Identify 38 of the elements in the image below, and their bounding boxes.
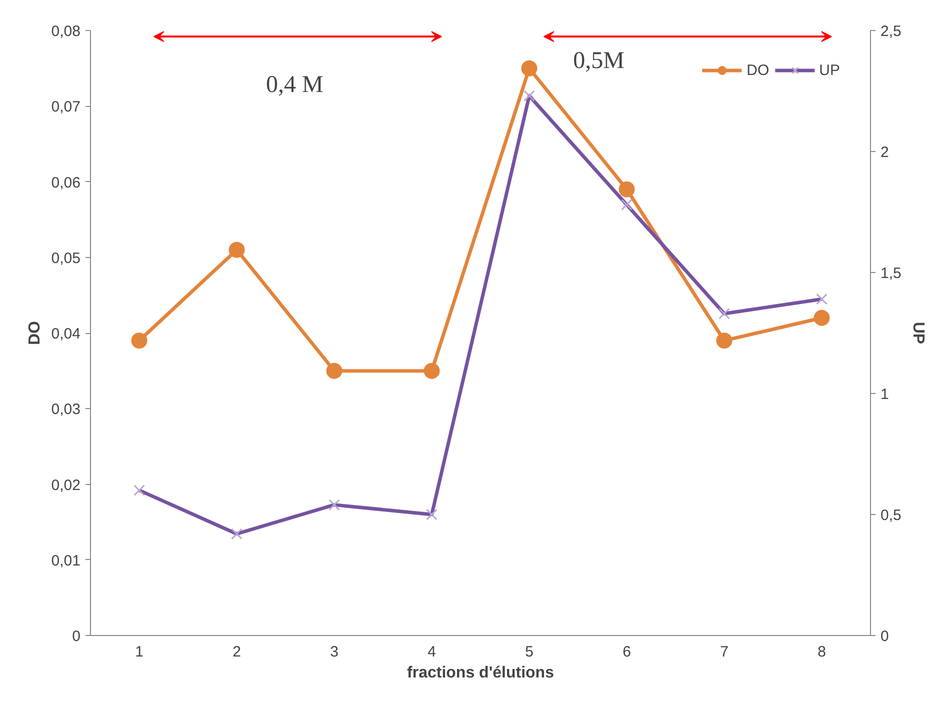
- x-tick-label: 3: [330, 644, 338, 660]
- point: [131, 332, 148, 349]
- y-tick-label: 0,08: [51, 23, 81, 40]
- y2-tick-label: 1: [880, 386, 889, 403]
- y-tick-label: 0,01: [51, 552, 81, 570]
- x-axis-title: fractions d'élutions: [407, 664, 554, 682]
- y2-tick-label: 2: [880, 144, 889, 161]
- point: [424, 362, 440, 379]
- x-tick-label: 4: [428, 644, 436, 660]
- point: [521, 60, 538, 76]
- x-tick-label: 1: [135, 644, 144, 660]
- y-tick-label: 0,05: [51, 250, 81, 267]
- y-axis-title: DO: [26, 321, 44, 345]
- y2-axis-title: UP: [909, 322, 926, 344]
- y2-tick-label: 0,5: [880, 507, 902, 524]
- y2-tick-label: 0: [880, 628, 889, 645]
- legend-label: DO: [746, 62, 770, 78]
- y-tick-label: 0,07: [51, 98, 81, 116]
- y2-tick-label: 1,5: [880, 265, 902, 282]
- point: [326, 362, 342, 379]
- y-tick-label: 0,02: [51, 476, 81, 494]
- x-tick-label: 2: [232, 644, 241, 660]
- point: [716, 332, 732, 349]
- point: [814, 310, 830, 326]
- y-tick-label: 0,04: [51, 326, 81, 342]
- y2-tick-label: 2,5: [880, 23, 902, 40]
- x-tick-label: 6: [622, 644, 631, 660]
- y-tick-label: 0,03: [51, 401, 81, 418]
- y-tick-label: 0,06: [51, 174, 81, 192]
- legend-label: UP: [819, 62, 840, 78]
- y-tick-label: 0: [72, 628, 80, 645]
- x-tick-label: 5: [525, 644, 534, 660]
- annotation: 0,5M: [573, 48, 624, 74]
- point: [618, 181, 635, 198]
- x-tick-label: 8: [818, 644, 826, 660]
- x-tick-label: 7: [720, 644, 728, 660]
- point: [228, 242, 245, 258]
- annotation: 0,4 M: [266, 72, 324, 98]
